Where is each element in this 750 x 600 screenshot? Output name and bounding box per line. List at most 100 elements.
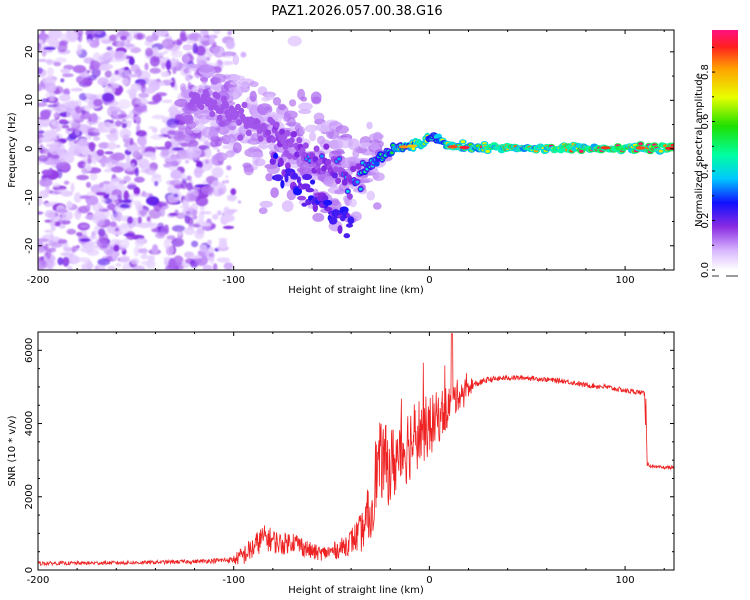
heatmap-ridge-halo [186, 146, 202, 158]
heatmap-noise-cell [119, 255, 131, 264]
heatmap-noise-cell [200, 211, 212, 215]
heatmap-noise-cell [41, 169, 53, 176]
heatmap-noise-cell [44, 210, 56, 219]
heatmap-noise-cell [171, 225, 186, 232]
y-tick-label: 10 [24, 94, 35, 107]
bottom-y-axis-label: SNR (10 * v/v) [7, 415, 18, 486]
heatmap-ridge-cell [257, 135, 264, 142]
heatmap-noise-cell [220, 60, 232, 66]
heatmap-noise-cell [46, 258, 54, 269]
heatmap-ridge-cell [245, 129, 252, 136]
heatmap-ridge-cell [343, 233, 351, 239]
heatmap-ridge-cell [346, 193, 353, 200]
heatmap-ridge-cell [209, 110, 216, 118]
heatmap-noise-cell [127, 145, 141, 152]
bottom-x-axis-label: Height of straight line (km) [288, 585, 424, 596]
heatmap-ridge-cell [302, 142, 309, 149]
heatmap-noise-cell [191, 240, 199, 248]
heatmap-noise-cell [61, 210, 73, 221]
heatmap-ridge-halo [305, 124, 318, 133]
heatmap-noise-cell [57, 239, 68, 244]
heatmap-noise-cell [226, 165, 232, 171]
heatmap-noise-cell [89, 172, 98, 181]
heatmap-noise-cell [123, 175, 131, 183]
heatmap-noise-cell [168, 165, 178, 171]
heatmap-noise-cell [98, 205, 104, 210]
heatmap-noise-cell [107, 108, 112, 116]
heatmap-ridge-halo [182, 135, 195, 142]
heatmap-noise-cell [104, 70, 112, 78]
heatmap-noise-cell [194, 190, 199, 197]
heatmap-noise-cell [218, 238, 228, 250]
heatmap-noise-cell [168, 79, 173, 83]
heatmap-noise-cell [137, 216, 142, 224]
heatmap-ridge-halo [232, 54, 240, 66]
heatmap-ridge-halo [270, 187, 279, 199]
heatmap-ridge-halo [310, 173, 317, 180]
heatmap-noise-cell [46, 58, 53, 66]
heatmap-noise-cell [127, 193, 142, 198]
heatmap-noise-cell [112, 177, 120, 182]
heatmap-noise-cell [124, 66, 129, 71]
heatmap-noise-cell [126, 184, 137, 190]
heatmap-ridge-halo [336, 148, 344, 154]
heatmap-ridge-cell [317, 158, 324, 165]
y-tick-label: 4000 [24, 411, 35, 436]
heatmap-noise-cell [162, 50, 169, 54]
heatmap-noise-cell [38, 34, 50, 40]
heatmap-noise-cell [130, 163, 136, 171]
heatmap-ridge-halo [232, 142, 242, 154]
heatmap-noise-cell [154, 180, 159, 187]
heatmap-noise-cell [55, 104, 68, 113]
heatmap-noise-cell [166, 235, 176, 240]
top-y-axis: -20 -10 0 10 20 [24, 45, 674, 271]
heatmap-ridge-halo [317, 126, 333, 133]
heatmap-noise-cell [38, 259, 48, 270]
heatmap-noise-cell [104, 51, 110, 62]
heatmap-noise-cell [133, 116, 140, 121]
heatmap-noise-cell [134, 238, 145, 248]
heatmap-noise-cell [60, 68, 71, 74]
heatmap-ridge-cell [198, 103, 205, 111]
heatmap-noise-cell [101, 92, 115, 103]
heatmap-ridge-cell [284, 129, 291, 137]
heatmap-noise-cell [67, 31, 79, 43]
heatmap-noise-cell [76, 232, 83, 237]
heatmap-noise-cell [49, 96, 55, 102]
heatmap-noise-cell [155, 30, 169, 37]
heatmap-noise-cell [207, 239, 212, 245]
heatmap-noise-cell [90, 113, 98, 123]
heatmap-noise-cell [109, 221, 117, 228]
heatmap-noise-cell [71, 112, 81, 121]
heatmap-ridge-halo [373, 202, 382, 210]
heatmap-noise-cell [121, 238, 130, 249]
bottom-y-axis: 0 2000 4000 6000 [24, 331, 674, 573]
heatmap-ridge-core [411, 147, 416, 151]
heatmap-ridge-cell [434, 133, 443, 139]
heatmap-ridge-halo [225, 150, 235, 158]
heatmap-noise-cell [93, 128, 107, 134]
heatmap-noise-cell [38, 58, 48, 63]
heatmap-ridge-halo [201, 185, 213, 196]
heatmap-noise-cell [38, 67, 43, 75]
heatmap-noise-cell [38, 211, 44, 215]
heatmap-noise-cell [192, 214, 198, 220]
heatmap-noise-cell [64, 153, 75, 164]
y-tick-label: 2000 [24, 484, 35, 509]
heatmap-noise-cell [183, 68, 190, 74]
heatmap-noise-cell [204, 159, 210, 164]
heatmap-ridge-cell [291, 131, 297, 138]
heatmap-noise-cell [87, 154, 92, 165]
heatmap-noise-cell [145, 47, 154, 57]
heatmap-noise-cell [213, 187, 219, 196]
heatmap-noise-cell [150, 154, 157, 161]
colorbar-tick-label: 0.8 [700, 64, 711, 80]
heatmap-noise-cell [44, 229, 52, 233]
heatmap-noise-cell [57, 257, 64, 266]
heatmap-ridge-halo [198, 117, 209, 125]
heatmap-noise-cell [170, 58, 177, 67]
heatmap-ridge-halo [258, 207, 268, 215]
heatmap-noise-cell [95, 215, 109, 221]
heatmap-noise-cell [133, 246, 140, 257]
